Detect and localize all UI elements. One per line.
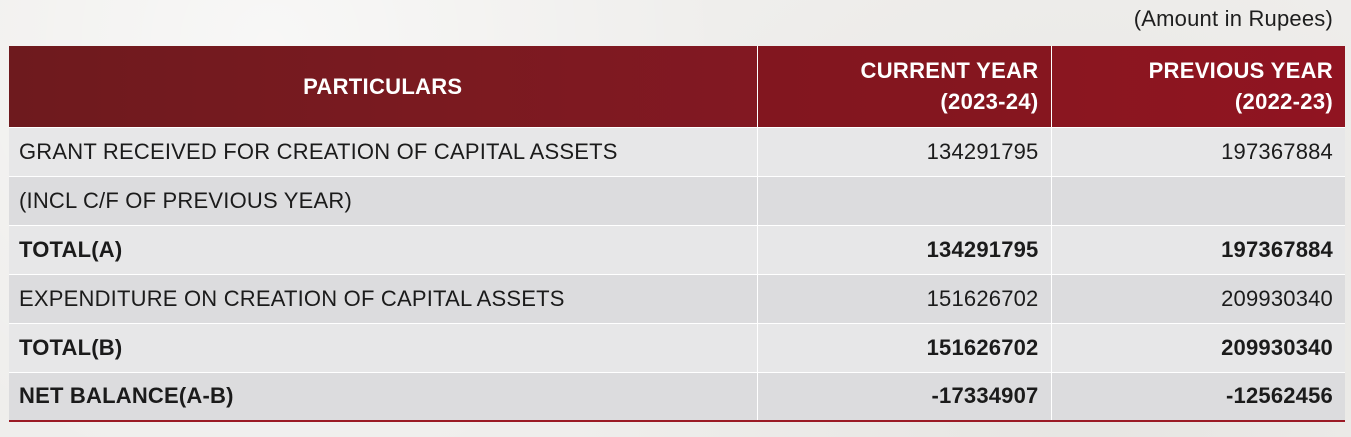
header-previous-year-label: PREVIOUS YEAR xyxy=(1148,58,1333,84)
header-particulars: PARTICULARS xyxy=(9,46,758,127)
row-current-year-value: 151626702 xyxy=(757,322,1052,372)
amount-unit-note: (Amount in Rupees) xyxy=(1133,6,1333,31)
header-current-year: CURRENT YEAR (2023-24) xyxy=(757,46,1052,127)
financial-table: PARTICULARS CURRENT YEAR (2023-24) PREVI… xyxy=(9,46,1345,422)
row-current-year-value: 134291795 xyxy=(757,126,1052,176)
header-current-year-label: CURRENT YEAR xyxy=(860,58,1039,84)
row-current-year-value: 134291795 xyxy=(757,224,1052,274)
row-particulars: TOTAL(A) xyxy=(9,224,758,274)
row-previous-year-value: 197367884 xyxy=(1051,126,1345,176)
row-current-year-value: 151626702 xyxy=(757,273,1052,323)
header-previous-year-period: (2022-23) xyxy=(1234,89,1333,115)
table-row-grant-note: (INCL C/F OF PREVIOUS YEAR) xyxy=(9,175,1345,225)
row-previous-year-value: -12562456 xyxy=(1051,371,1345,422)
row-previous-year-value: 197367884 xyxy=(1051,224,1345,274)
table-row-grant-received: GRANT RECEIVED FOR CREATION OF CAPITAL A… xyxy=(9,126,1345,176)
table-row-total-b: TOTAL(B) 151626702 209930340 xyxy=(9,322,1345,372)
row-previous-year-value xyxy=(1051,175,1345,225)
row-particulars: TOTAL(B) xyxy=(9,322,758,372)
row-particulars: NET BALANCE(A-B) xyxy=(9,371,758,422)
table-header-row: PARTICULARS CURRENT YEAR (2023-24) PREVI… xyxy=(9,46,1345,127)
row-particulars: (INCL C/F OF PREVIOUS YEAR) xyxy=(9,175,758,225)
header-current-year-period: (2023-24) xyxy=(940,89,1039,115)
table-row-total-a: TOTAL(A) 134291795 197367884 xyxy=(9,224,1345,274)
row-previous-year-value: 209930340 xyxy=(1051,273,1345,323)
table-row-expenditure: EXPENDITURE ON CREATION OF CAPITAL ASSET… xyxy=(9,273,1345,323)
header-particulars-label: PARTICULARS xyxy=(303,73,463,99)
row-current-year-value xyxy=(757,175,1052,225)
row-current-year-value: -17334907 xyxy=(757,371,1052,422)
row-particulars: GRANT RECEIVED FOR CREATION OF CAPITAL A… xyxy=(9,126,758,176)
row-particulars: EXPENDITURE ON CREATION OF CAPITAL ASSET… xyxy=(9,273,758,323)
header-previous-year: PREVIOUS YEAR (2022-23) xyxy=(1051,46,1345,127)
table-row-net-balance: NET BALANCE(A-B) -17334907 -12562456 xyxy=(9,371,1345,422)
row-previous-year-value: 209930340 xyxy=(1051,322,1345,372)
